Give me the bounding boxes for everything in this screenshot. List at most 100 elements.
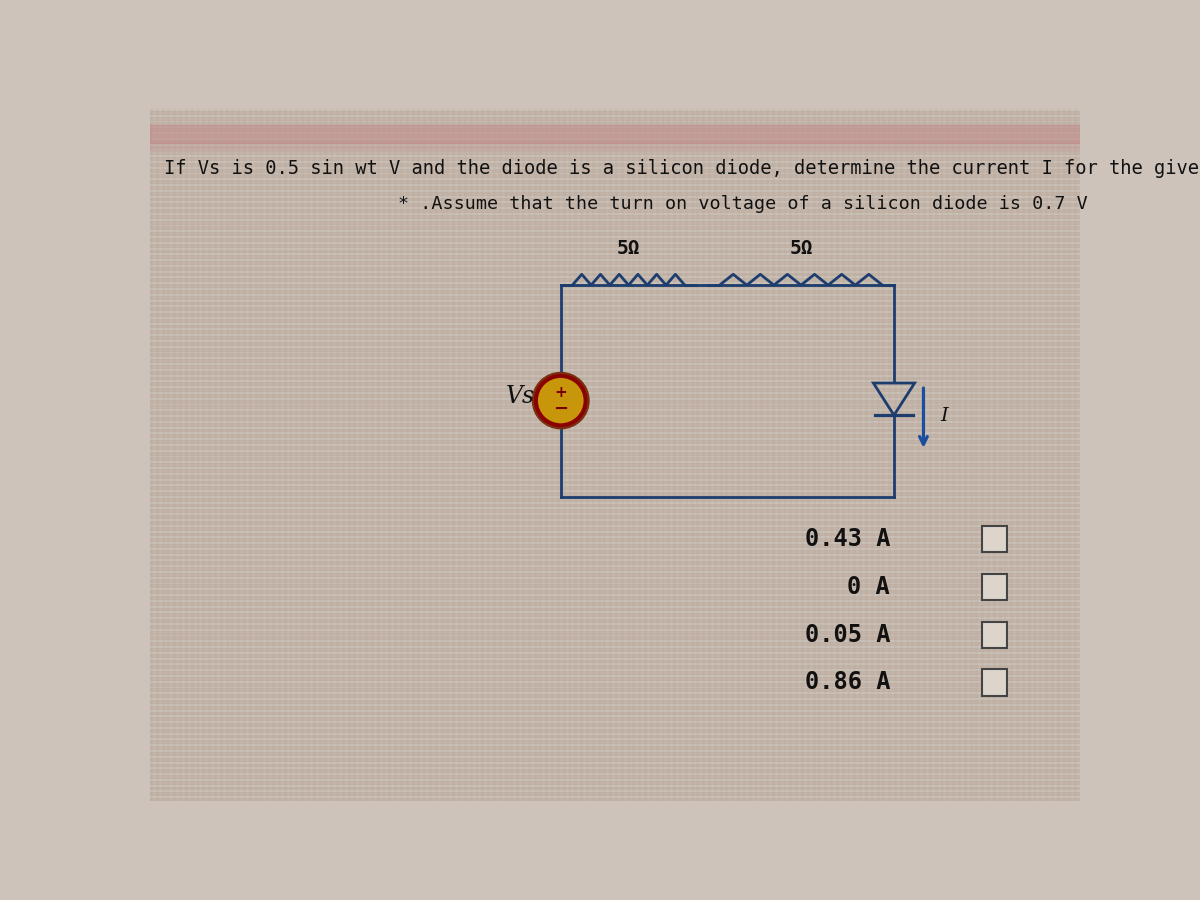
Bar [150,653,1080,657]
Bar [150,435,1080,437]
Bar [150,232,1080,235]
Bar [418,108,419,801]
Bar [150,163,1080,166]
Bar [150,706,1080,708]
Bar [220,108,222,801]
Bar [150,526,1080,529]
Bar [644,108,646,801]
Bar [906,108,907,801]
Bar [882,108,884,801]
Bar [150,741,1080,743]
Text: * .Assume that the turn on voltage of a silicon diode is 0.7 V: * .Assume that the turn on voltage of a … [398,195,1087,213]
Bar [150,209,1080,212]
Text: If Vs is 0.5 sin wt V and the diode is a silicon diode, determine the current I : If Vs is 0.5 sin wt V and the diode is a… [164,158,1200,177]
Bar [150,492,1080,495]
Bar [150,411,1080,414]
Bar [150,215,1080,218]
Bar [150,625,1080,628]
Bar [737,108,739,801]
Bar [150,220,1080,223]
Bar [802,108,803,801]
Bar [150,186,1080,189]
Bar [150,180,1080,183]
Bar [150,614,1080,617]
Bar [150,388,1080,391]
Bar [516,108,518,801]
Bar [150,608,1080,610]
Bar [150,319,1080,321]
Bar [150,792,1080,796]
Bar [964,108,966,801]
Bar [150,296,1080,299]
Bar [150,533,1080,536]
Bar [749,108,751,801]
Bar [150,134,1080,137]
Bar [150,365,1080,368]
Bar [1010,108,1012,801]
Bar [150,584,1080,588]
Bar [150,192,1080,194]
Bar [894,108,896,801]
Bar [150,256,1080,258]
Bar [598,108,600,801]
Bar [150,631,1080,634]
Bar [226,108,228,801]
Bar [632,108,635,801]
Bar [726,108,727,801]
Text: 0.86 A: 0.86 A [805,670,890,695]
Bar [1057,108,1058,801]
Text: 5Ω: 5Ω [790,239,812,258]
Bar [150,457,1080,460]
Bar [150,509,1080,512]
Bar [580,108,582,801]
Bar [179,108,181,801]
Bar [150,146,1080,148]
Bar [150,261,1080,264]
Bar [150,428,1080,431]
Bar [150,723,1080,726]
Bar [440,108,443,801]
Bar [173,108,175,801]
Bar [986,108,989,801]
Bar [238,108,239,801]
Bar [248,108,251,801]
Bar [714,108,715,801]
Bar [1027,108,1030,801]
Bar [818,108,821,801]
Bar [150,481,1080,483]
Bar [318,108,320,801]
Bar [871,108,872,801]
Bar [690,108,692,801]
Bar [150,752,1080,755]
Text: −: − [553,400,569,418]
Bar [150,307,1080,310]
Bar [655,108,658,801]
Bar [150,648,1080,651]
Bar [150,515,1080,518]
Bar [150,108,152,801]
Bar [150,677,1080,680]
Bar [272,108,274,801]
Bar [784,108,786,801]
Bar [958,108,960,801]
Bar [708,108,710,801]
Bar [876,108,878,801]
Bar [150,111,1080,113]
Bar [830,108,832,801]
Bar [150,643,1080,645]
Bar [150,452,1080,454]
Bar [150,446,1080,449]
Bar [301,108,304,801]
Bar [150,521,1080,524]
Bar [289,108,292,801]
Bar [638,108,640,801]
Bar [1045,108,1048,801]
Bar [150,203,1080,206]
Bar [667,108,670,801]
Bar [150,290,1080,292]
Bar [150,313,1080,316]
Bar [150,596,1080,599]
Bar [859,108,862,801]
Bar [150,125,1080,142]
Bar [150,142,1080,150]
